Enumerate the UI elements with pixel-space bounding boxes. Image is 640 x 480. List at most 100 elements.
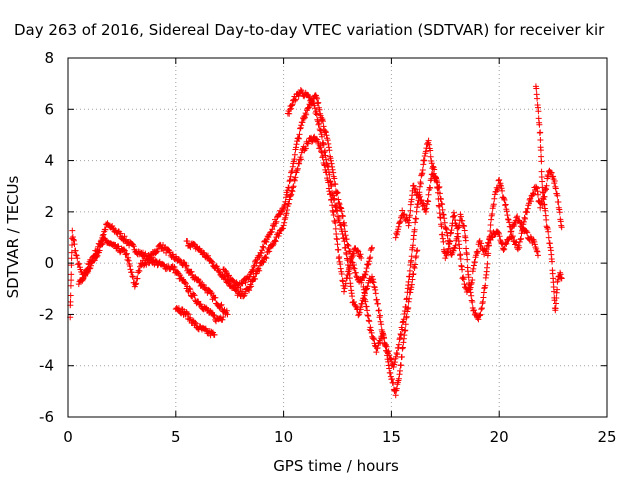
data-point	[86, 265, 93, 272]
data-point	[130, 274, 136, 280]
data-point	[508, 234, 515, 241]
data-point	[182, 279, 189, 286]
data-point	[136, 268, 143, 274]
data-point	[269, 226, 276, 233]
data-point	[516, 244, 523, 251]
data-point	[313, 108, 320, 115]
data-point	[481, 251, 488, 258]
data-point	[324, 137, 331, 144]
data-point	[248, 283, 255, 290]
data-point	[389, 376, 395, 382]
data-point	[272, 238, 279, 245]
data-point	[72, 247, 79, 254]
data-point	[344, 241, 351, 248]
data-point	[339, 231, 346, 237]
data-point	[256, 254, 263, 261]
data-point	[192, 320, 199, 327]
data-point	[328, 181, 335, 188]
data-point	[543, 182, 550, 189]
data-point	[362, 298, 369, 305]
data-point	[121, 247, 128, 254]
data-point	[316, 106, 323, 113]
data-point	[219, 316, 226, 323]
data-point	[256, 267, 263, 274]
data-point	[406, 267, 413, 274]
data-point	[330, 197, 337, 203]
data-point	[332, 181, 339, 188]
data-point	[430, 163, 436, 170]
data-point	[519, 227, 526, 234]
data-point	[301, 114, 308, 121]
data-point	[521, 214, 528, 221]
data-point	[68, 271, 75, 278]
data-point	[543, 216, 550, 223]
data-point	[341, 238, 348, 245]
data-point	[360, 286, 367, 293]
data-point	[413, 248, 420, 255]
data-point	[397, 335, 403, 341]
data-point	[363, 268, 370, 275]
data-point	[337, 265, 344, 272]
data-point	[288, 102, 295, 109]
data-point	[463, 251, 470, 258]
y-tick-label: 0	[44, 254, 54, 272]
data-point	[294, 167, 301, 174]
data-point	[266, 248, 273, 255]
data-point	[513, 214, 520, 221]
y-axis-label: SDTVAR / TECUs	[4, 175, 22, 298]
data-point	[293, 141, 300, 148]
data-point	[290, 183, 297, 190]
data-point	[205, 252, 211, 259]
axis-ticks: 0 5 10 15 20 25 -6 -4 -2 0 2 4 6 8	[39, 49, 617, 446]
y-tick-label: -4	[39, 357, 54, 375]
data-point	[530, 191, 537, 198]
data-point	[470, 265, 477, 272]
data-point	[342, 244, 349, 251]
data-point	[180, 259, 187, 266]
data-point	[366, 255, 373, 262]
data-point	[296, 131, 303, 138]
data-point	[414, 247, 421, 254]
data-point	[117, 230, 124, 237]
data-point	[443, 229, 450, 236]
series-trace-h	[392, 167, 565, 323]
data-point	[396, 219, 403, 226]
data-point	[303, 111, 310, 118]
data-point	[538, 158, 545, 165]
data-point	[351, 265, 358, 272]
data-point	[171, 264, 178, 270]
data-point	[102, 226, 109, 233]
data-point	[393, 353, 399, 360]
data-point	[350, 264, 357, 271]
data-point	[350, 262, 357, 268]
data-point	[242, 290, 249, 297]
data-point	[458, 213, 464, 220]
data-point	[399, 207, 406, 214]
data-point	[304, 105, 311, 112]
data-point	[319, 133, 325, 140]
data-point	[230, 277, 237, 284]
data-point	[83, 268, 90, 275]
data-point	[73, 252, 80, 259]
data-point	[208, 258, 215, 265]
data-point	[549, 258, 555, 265]
data-point	[503, 240, 510, 247]
series-trace-f	[284, 87, 421, 399]
data-point	[273, 218, 280, 225]
x-tick-label: 10	[274, 428, 293, 446]
data-point	[272, 237, 278, 244]
series-trace-b	[75, 235, 227, 325]
data-point	[225, 273, 232, 279]
data-point	[423, 205, 430, 212]
data-point	[485, 239, 491, 246]
data-point	[489, 211, 496, 217]
data-point	[283, 210, 290, 217]
data-point	[478, 240, 485, 247]
data-point	[436, 183, 443, 190]
data-point	[408, 284, 415, 291]
data-point	[478, 306, 485, 313]
data-point	[397, 218, 404, 225]
data-point	[88, 262, 94, 269]
data-point	[392, 392, 399, 399]
data-point	[201, 250, 208, 256]
